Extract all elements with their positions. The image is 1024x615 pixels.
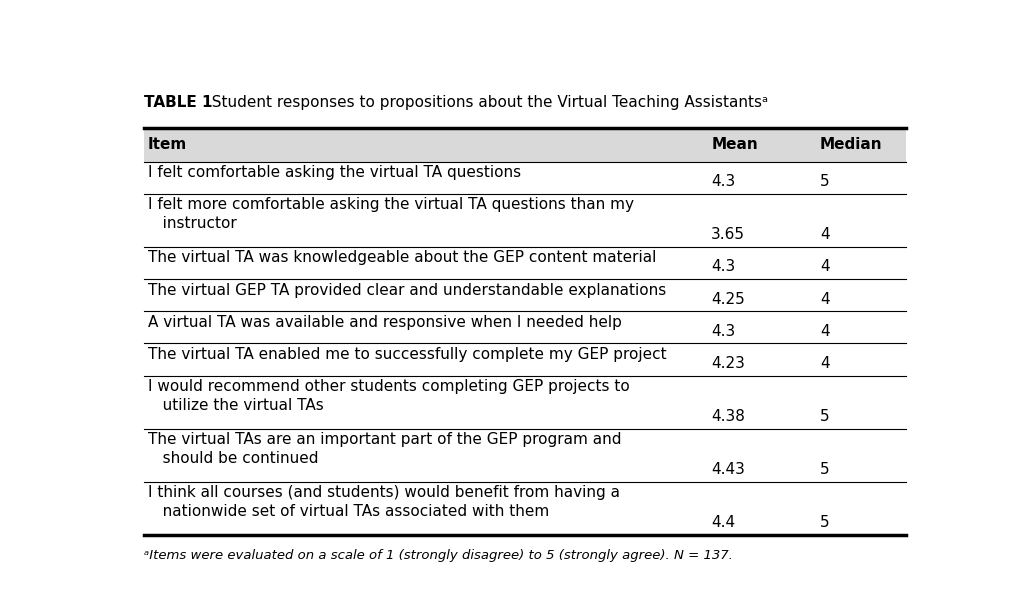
Text: instructor: instructor <box>147 216 237 231</box>
Text: utilize the virtual TAs: utilize the virtual TAs <box>147 398 324 413</box>
Text: Item: Item <box>147 137 187 153</box>
Text: 4.4: 4.4 <box>712 515 735 530</box>
Text: 5: 5 <box>820 462 829 477</box>
Text: 3.65: 3.65 <box>712 227 745 242</box>
Text: 4: 4 <box>820 260 829 274</box>
Text: The virtual GEP TA provided clear and understandable explanations: The virtual GEP TA provided clear and un… <box>147 283 666 298</box>
Text: I think all courses (and students) would benefit from having a: I think all courses (and students) would… <box>147 485 620 501</box>
Text: 4.3: 4.3 <box>712 260 735 274</box>
Text: 4: 4 <box>820 227 829 242</box>
Text: 4.3: 4.3 <box>712 323 735 339</box>
Text: 4.25: 4.25 <box>712 292 745 307</box>
Text: A virtual TA was available and responsive when I needed help: A virtual TA was available and responsiv… <box>147 315 622 330</box>
Bar <box>143 129 906 162</box>
Text: Mean: Mean <box>712 137 758 153</box>
Text: 4.23: 4.23 <box>712 356 745 371</box>
Text: The virtual TAs are an important part of the GEP program and: The virtual TAs are an important part of… <box>147 432 622 447</box>
Text: 4.43: 4.43 <box>712 462 745 477</box>
Text: Student responses to propositions about the Virtual Teaching Assistantsᵃ: Student responses to propositions about … <box>202 95 768 110</box>
Text: ᵃItems were evaluated on a scale of 1 (strongly disagree) to 5 (strongly agree).: ᵃItems were evaluated on a scale of 1 (s… <box>143 549 733 561</box>
Text: nationwide set of virtual TAs associated with them: nationwide set of virtual TAs associated… <box>147 504 549 519</box>
Text: 5: 5 <box>820 409 829 424</box>
Text: 4: 4 <box>820 292 829 307</box>
Text: TABLE 1: TABLE 1 <box>143 95 212 110</box>
Text: 5: 5 <box>820 174 829 189</box>
Text: The virtual TA was knowledgeable about the GEP content material: The virtual TA was knowledgeable about t… <box>147 250 656 266</box>
Text: The virtual TA enabled me to successfully complete my GEP project: The virtual TA enabled me to successfull… <box>147 347 667 362</box>
Text: 4.38: 4.38 <box>712 409 745 424</box>
Text: 4.3: 4.3 <box>712 174 735 189</box>
Text: I felt comfortable asking the virtual TA questions: I felt comfortable asking the virtual TA… <box>147 165 521 180</box>
Text: Median: Median <box>820 137 883 153</box>
Text: 5: 5 <box>820 515 829 530</box>
Text: I felt more comfortable asking the virtual TA questions than my: I felt more comfortable asking the virtu… <box>147 197 634 212</box>
Text: I would recommend other students completing GEP projects to: I would recommend other students complet… <box>147 379 630 394</box>
Text: 4: 4 <box>820 323 829 339</box>
Text: should be continued: should be continued <box>147 451 318 466</box>
Text: 4: 4 <box>820 356 829 371</box>
